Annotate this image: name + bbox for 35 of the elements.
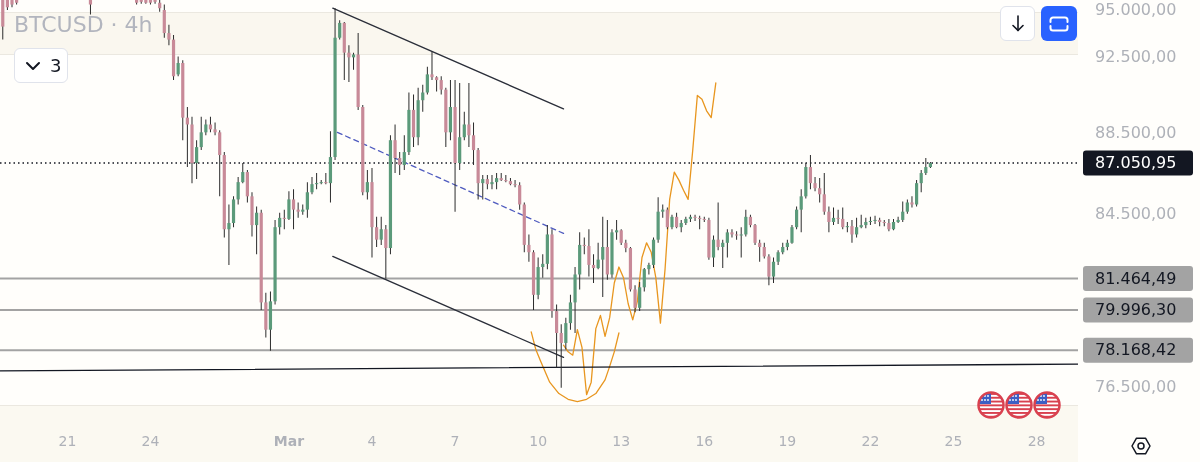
ref-line-label: 87.050,95 <box>1095 153 1177 173</box>
annotation: 3 <box>50 54 62 78</box>
ref-line-label: 78.168,42 <box>1095 340 1177 360</box>
y-tick-label: 95.000,00 <box>1095 0 1177 20</box>
y-tick-label: 88.500,00 <box>1095 123 1177 143</box>
candlestick <box>698 215 702 230</box>
candlestick <box>315 173 319 190</box>
candlestick <box>836 209 840 225</box>
candlestick <box>739 227 743 258</box>
candlestick <box>591 254 596 284</box>
x-tick-label: 28 <box>1027 433 1046 450</box>
x-tick-label: Mar <box>273 433 305 450</box>
candlestick <box>324 173 328 185</box>
y-tick-label: 76.500,00 <box>1095 377 1177 397</box>
ref-line-label: 79.996,30 <box>1095 300 1177 320</box>
x-tick-label: 13 <box>612 433 631 450</box>
candlestick <box>734 231 739 240</box>
chevron-button: 3 <box>14 48 68 83</box>
ref-line-label: 81.464,49 <box>1095 268 1177 288</box>
text: BTCUSD · 4h <box>14 11 153 39</box>
y-tick-label: 84.500,00 <box>1095 203 1177 223</box>
x-tick-label: 24 <box>141 433 160 450</box>
x-tick-label: 21 <box>58 433 77 450</box>
x-tick-label: 10 <box>529 433 548 450</box>
x-tick-label: 7 <box>450 433 460 450</box>
x-tick-label: 16 <box>695 433 714 450</box>
x-tick-label: 4 <box>367 433 377 450</box>
x-tick-label: 22 <box>861 433 880 450</box>
x-tick-label: 19 <box>778 433 797 450</box>
x-tick-label: 25 <box>944 433 963 450</box>
y-tick-label: 92.500,00 <box>1095 46 1177 66</box>
candlestick <box>282 209 286 230</box>
candlestick <box>227 204 231 265</box>
candlestick <box>845 222 849 233</box>
candlestick <box>541 254 545 278</box>
